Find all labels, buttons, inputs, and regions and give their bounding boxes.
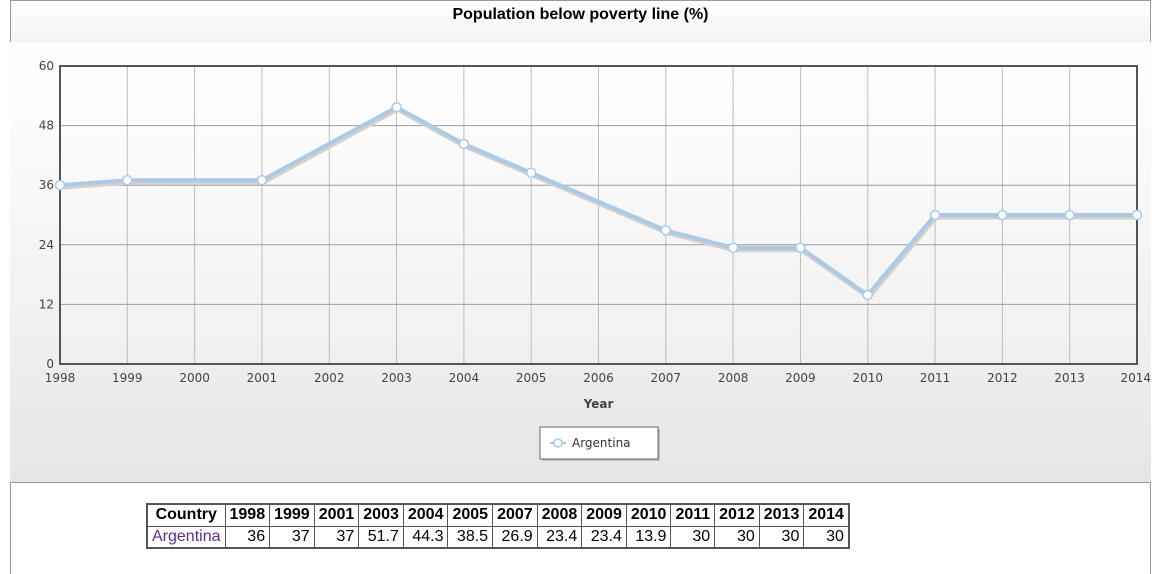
x-tick-label: 2000 [179,371,210,385]
data-point [1131,209,1143,221]
legend-swatch-marker [553,438,563,448]
data-point [660,225,672,236]
table-header-year: 2011 [670,503,716,527]
y-tick-label: 36 [39,178,54,192]
chart-title: Population below poverty line (%) [10,0,1151,42]
data-point [54,179,66,191]
table-header-year: 2007 [492,503,538,527]
table-header-year: 2009 [581,503,627,527]
x-tick-label: 2010 [852,371,883,385]
x-tick-label: 2011 [920,371,951,385]
data-point [862,289,873,301]
table-cell: 26.9 [492,525,538,549]
table-header-country: Country [146,503,226,527]
table-cell: 38.5 [447,525,494,549]
table-header-year: 2012 [714,503,760,527]
table-cell: 30 [670,525,716,549]
table-cell: 30 [803,525,850,549]
table-cell: 37 [313,525,360,549]
table-header-year: 2003 [358,503,404,527]
data-point [795,242,806,254]
data-point [1064,209,1075,221]
table-cell: 51.7 [358,525,404,549]
table-header-year: 2008 [536,503,583,527]
y-tick-label: 48 [39,119,54,133]
table-header-year: 2013 [758,503,805,527]
table-header-year: 2001 [313,503,360,527]
line-chart: 0 12 24 36 48 60 1998 1999 2000 2001 2002 2003 2004 2… [39,59,1151,461]
x-tick-label: 2012 [987,371,1018,385]
x-tick-label: 2008 [718,371,749,385]
table-header-year: 2010 [625,503,672,527]
x-tick-label: 2001 [247,371,278,385]
table-header-year: 2004 [402,503,449,527]
data-point [727,242,739,254]
table-row: Argentina 36 37 37 51.7 44.3 38.5 26.9 2… [146,525,850,549]
x-tick-label: 2007 [651,371,682,385]
y-tick-label: 24 [39,238,54,252]
legend-label-argentina: Argentina [572,436,631,450]
table-cell: 36 [224,525,271,549]
x-tick-label: 1999 [112,371,143,385]
series-line-argentina [59,105,1137,297]
y-tick-label: 0 [46,357,54,371]
y-tick-label: 60 [39,59,54,73]
data-point [256,174,268,186]
table-header-year: 1998 [224,503,271,527]
data-point [525,167,537,179]
table-header-row: Country 1998 1999 2001 2003 2004 2005 20… [146,503,850,527]
table-cell: 30 [758,525,805,549]
x-tick-label: 2003 [381,371,412,385]
table-cell: 30 [714,525,760,549]
chart-area: 0 12 24 36 48 60 1998 1999 2000 2001 2002 2003 2004 2… [10,42,1151,483]
table-cell: 44.3 [402,525,449,549]
x-tick-label: 1998 [45,371,76,385]
table-cell: 13.9 [625,525,672,549]
y-tick-label: 12 [39,297,54,311]
table-cell: 37 [269,525,315,549]
data-point [391,101,402,113]
x-tick-label: 2004 [449,371,480,385]
x-tick-label: 2014 [1120,371,1151,385]
x-tick-label: 2009 [785,371,816,385]
data-point [458,138,470,150]
x-axis-title: Year [583,397,614,411]
table-header-year: 2005 [447,503,494,527]
x-tick-label: 2006 [583,371,614,385]
x-tick-label: 2013 [1054,371,1085,385]
x-tick-label: 2002 [314,371,345,385]
table-cell: 23.4 [536,525,583,549]
data-point [122,174,133,186]
data-point [997,209,1008,221]
table-cell: 23.4 [581,525,627,549]
x-tick-label: 2005 [516,371,547,385]
data-table: Country 1998 1999 2001 2003 2004 2005 20… [146,503,850,549]
country-link[interactable]: Argentina [146,525,226,549]
table-header-year: 1999 [269,503,315,527]
table-header-year: 2014 [803,503,850,527]
data-point [929,209,941,221]
